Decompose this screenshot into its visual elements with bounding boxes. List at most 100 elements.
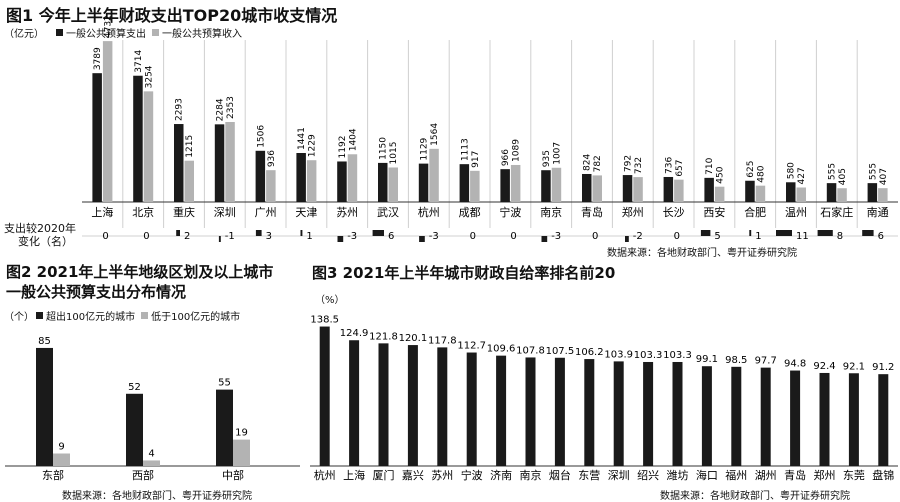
tick-label-region: 东部: [42, 468, 64, 482]
legend-swatch-expense: [56, 29, 63, 36]
bar-below-100: [143, 460, 160, 466]
label-self-sufficiency: 138.5: [310, 315, 339, 326]
change-label: 0: [510, 231, 516, 242]
label-self-sufficiency: 92.1: [843, 361, 865, 372]
label-revenue: 2353: [226, 96, 236, 119]
figure2-unit: （个）: [4, 312, 34, 323]
change-label: 6: [878, 231, 884, 242]
label-expense: 736: [664, 157, 674, 174]
change-bar: [862, 230, 874, 236]
figure3-unit: （%）: [315, 295, 345, 306]
label-expense: 580: [787, 162, 797, 179]
change-bar: [372, 230, 384, 236]
bar-expense: [296, 153, 306, 202]
tick-label-region: 中部: [222, 468, 244, 482]
bar-self-sufficiency: [819, 372, 830, 466]
tick-label-city: 天津: [295, 206, 317, 219]
change-bar: [700, 230, 711, 236]
tick-label-city-fig3: 青岛: [784, 468, 806, 482]
label-expense: 1192: [338, 136, 348, 159]
label-expense: 1506: [256, 125, 266, 148]
bar-expense: [786, 182, 796, 202]
change-label: -3: [429, 231, 439, 242]
label-self-sufficiency: 107.8: [516, 345, 545, 356]
bar-revenue: [878, 188, 888, 202]
change-label: 8: [837, 231, 843, 242]
figure3-source: 数据来源：各地财政部门、粤开证券研究院: [660, 491, 850, 502]
label-expense: 3714: [134, 50, 144, 73]
change-label: -3: [551, 231, 561, 242]
label-self-sufficiency: 91.2: [872, 362, 894, 373]
bar-self-sufficiency: [525, 357, 536, 466]
tick-label-city-fig3: 深圳: [608, 469, 630, 482]
bar-expense: [867, 183, 878, 202]
tick-label-city: 重庆: [173, 205, 195, 219]
bar-expense: [214, 124, 225, 202]
bar-above-100: [126, 393, 143, 466]
label-revenue: 1007: [552, 142, 562, 165]
bar-self-sufficiency: [466, 352, 477, 466]
bar-expense: [622, 175, 633, 202]
bar-self-sufficiency: [643, 361, 654, 466]
figure2-title: 图2 2021年上半年地级区划及以上城市 一般公共预算支出分布情况: [6, 262, 306, 302]
label-below-100: 4: [148, 448, 154, 459]
tick-label-city-fig3: 烟台: [549, 468, 571, 482]
tick-label-city: 广州: [255, 206, 277, 219]
figure2-source: 数据来源：各地财政部门、粤开证券研究院: [62, 491, 252, 502]
legend-label-below: 低于100亿元的城市: [151, 312, 241, 323]
label-expense: 710: [705, 157, 715, 174]
bar-revenue: [592, 175, 602, 202]
bar-self-sufficiency: [848, 373, 859, 466]
bar-expense: [582, 173, 592, 202]
label-revenue: 450: [716, 166, 726, 183]
figure2-title-line1: 图2 2021年上半年地级区划及以上城市: [6, 263, 274, 281]
bar-expense: [663, 176, 674, 202]
label-self-sufficiency: 103.3: [663, 350, 692, 361]
bar-revenue: [102, 41, 113, 202]
bar-self-sufficiency: [407, 345, 418, 466]
label-self-sufficiency: 120.1: [399, 333, 428, 344]
tick-label-city-fig3: 海口: [696, 468, 718, 482]
tick-label-city-fig3: 东营: [578, 468, 600, 482]
bar-revenue: [714, 186, 725, 202]
label-revenue: 657: [675, 159, 685, 176]
tick-label-city-fig3: 绍兴: [637, 468, 659, 482]
bar-self-sufficiency: [319, 326, 330, 466]
change-label: -3: [347, 231, 357, 242]
label-revenue: 407: [879, 168, 889, 185]
label-below-100: 19: [235, 428, 248, 439]
tick-label-city: 北京: [132, 205, 154, 219]
label-self-sufficiency: 92.4: [813, 361, 835, 372]
figure1-change-label-1: 支出较2020年: [4, 222, 76, 235]
label-revenue: 1404: [348, 128, 358, 151]
label-expense: 555: [828, 163, 838, 180]
label-self-sufficiency: 98.5: [725, 355, 747, 366]
change-bar: [337, 236, 344, 242]
bar-revenue: [510, 164, 521, 202]
tick-label-city: 武汉: [377, 206, 399, 219]
change-bar: [300, 230, 303, 236]
change-label: 0: [102, 231, 108, 242]
change-bar: [218, 236, 221, 242]
label-self-sufficiency: 121.8: [369, 331, 398, 342]
label-above-100: 85: [38, 336, 51, 347]
change-bar: [419, 236, 425, 242]
tick-label-city: 杭州: [418, 205, 440, 219]
tick-label-city-fig3: 南京: [520, 468, 542, 482]
bar-revenue: [143, 91, 154, 202]
bar-expense: [500, 169, 510, 202]
change-label: 5: [714, 231, 720, 242]
label-self-sufficiency: 106.2: [575, 347, 604, 358]
tick-label-city-fig3: 郑州: [814, 468, 836, 482]
legend-swatch-revenue: [152, 29, 159, 36]
tick-label-city: 上海: [91, 205, 113, 219]
label-revenue: 936: [267, 150, 277, 167]
change-label: 3: [266, 231, 272, 242]
bar-below-100: [53, 453, 70, 466]
label-above-100: 52: [128, 382, 141, 393]
figure2-title-line2: 一般公共预算支出分布情况: [6, 283, 187, 301]
label-revenue: 1229: [308, 134, 318, 157]
tick-label-region: 西部: [132, 468, 154, 482]
change-label: 11: [796, 231, 809, 242]
bar-self-sufficiency: [554, 357, 565, 466]
